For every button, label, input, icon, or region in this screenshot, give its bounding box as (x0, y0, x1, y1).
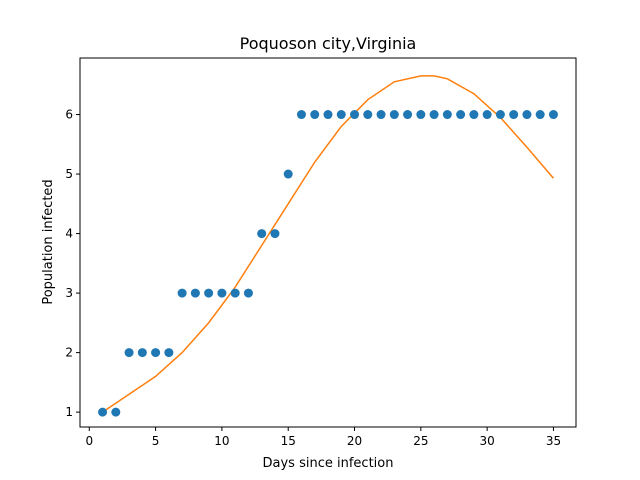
x-tick-label: 5 (152, 434, 160, 448)
data-point (137, 348, 147, 358)
x-tick-label: 25 (413, 434, 428, 448)
data-point (482, 110, 492, 120)
chart-title: Poquoson city,Virginia (240, 34, 417, 53)
data-point (296, 110, 306, 120)
data-point (98, 407, 108, 417)
data-point (416, 110, 426, 120)
x-tick-label: 35 (546, 434, 561, 448)
data-points-layer (98, 110, 558, 417)
data-point (217, 288, 227, 298)
x-tick-label: 10 (214, 434, 229, 448)
x-tick-label: 30 (480, 434, 495, 448)
data-point (403, 110, 413, 120)
data-point (469, 110, 479, 120)
data-point (442, 110, 452, 120)
data-point (164, 348, 174, 358)
data-point (350, 110, 360, 120)
data-point (495, 110, 505, 120)
x-axis-ticks: 0 5 10 15 20 25 30 35 (85, 427, 561, 448)
y-axis-label: Population infected (41, 179, 56, 304)
data-point (429, 110, 439, 120)
y-axis-ticks: 1 2 3 4 5 6 (65, 108, 80, 419)
data-point (389, 110, 399, 120)
data-point (270, 229, 280, 239)
fit-line-layer (102, 75, 555, 413)
data-point (151, 348, 161, 358)
data-point (177, 288, 187, 298)
data-point (336, 110, 346, 120)
y-tick-label: 4 (65, 227, 73, 241)
data-point (522, 110, 532, 120)
data-point (111, 407, 121, 417)
y-tick-label: 6 (65, 108, 73, 122)
x-axis-label: Days since infection (263, 456, 394, 471)
data-point (456, 110, 466, 120)
axes-frame (79, 57, 577, 428)
data-point (204, 288, 214, 298)
x-tick-label: 15 (281, 434, 296, 448)
data-point (257, 229, 267, 239)
data-point (230, 288, 240, 298)
data-point (190, 288, 200, 298)
data-point (363, 110, 373, 120)
data-point (310, 110, 320, 120)
data-point (535, 110, 545, 120)
data-point (376, 110, 386, 120)
y-tick-label: 1 (65, 405, 73, 419)
y-tick-label: 5 (65, 167, 73, 181)
fit-curve-line (102, 75, 555, 413)
data-point (283, 169, 293, 179)
data-point (548, 110, 558, 120)
data-point (323, 110, 333, 120)
y-tick-label: 3 (65, 286, 73, 300)
y-tick-label: 2 (65, 346, 73, 360)
data-point (509, 110, 519, 120)
x-tick-label: 0 (85, 434, 93, 448)
x-tick-label: 20 (347, 434, 362, 448)
data-point (243, 288, 253, 298)
data-point (124, 348, 134, 358)
plot-area (98, 75, 558, 417)
